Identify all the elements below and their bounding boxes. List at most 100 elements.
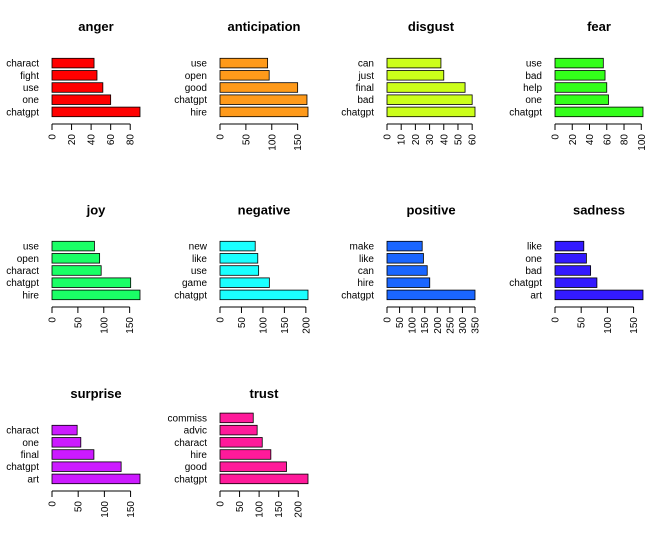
category-label-positive-like: like	[359, 254, 374, 265]
category-label-anger-use: use	[23, 83, 40, 94]
category-label-disgust-chatgpt: chatgpt	[341, 107, 374, 118]
category-label-anticipation-open: open	[185, 71, 207, 82]
x-tick-label-anticipation-150: 150	[293, 134, 304, 151]
x-tick-label-negative-150: 150	[280, 317, 291, 334]
category-label-joy-hire: hire	[22, 290, 39, 301]
x-tick-label-disgust-20: 20	[411, 134, 422, 146]
x-tick-label-anticipation-100: 100	[267, 134, 278, 151]
x-tick-label-disgust-0: 0	[383, 134, 394, 140]
bar-sadness-art	[554, 289, 644, 301]
category-label-trust-hire: hire	[190, 450, 207, 461]
x-tick-label-surprise-50: 50	[74, 501, 85, 513]
category-label-sadness-art: art	[530, 290, 542, 301]
panel-title-surprise: surprise	[70, 386, 121, 401]
category-label-anger-fight: fight	[20, 71, 39, 82]
x-tick-label-disgust-60: 60	[468, 134, 479, 146]
bar-negative-new	[219, 240, 256, 252]
x-tick-label-disgust-10: 10	[397, 134, 408, 146]
category-label-sadness-one: one	[525, 254, 542, 265]
bar-surprise-one	[51, 437, 82, 448]
bar-positive-make	[386, 240, 423, 252]
x-tick-label-negative-0: 0	[216, 317, 227, 323]
x-tick-label-sadness-50: 50	[577, 317, 588, 329]
category-label-negative-game: game	[182, 278, 207, 289]
x-tick-label-anger-80: 80	[126, 134, 137, 146]
bar-surprise-chatgpt	[51, 461, 122, 472]
category-label-sadness-chatgpt: chatgpt	[509, 278, 542, 289]
bar-anger-use	[51, 82, 104, 93]
category-label-trust-advic: advic	[184, 426, 207, 437]
x-tick-label-sadness-0: 0	[551, 317, 562, 323]
bar-negative-chatgpt	[219, 289, 309, 301]
panel-title-disgust: disgust	[408, 19, 455, 34]
x-tick-label-sadness-150: 150	[629, 317, 640, 334]
bar-trust-chatgpt	[219, 473, 309, 485]
x-tick-label-joy-100: 100	[99, 317, 110, 334]
bar-trust-hire	[219, 449, 272, 460]
x-tick-label-fear-20: 20	[568, 134, 579, 146]
bar-positive-chatgpt	[386, 289, 476, 301]
category-label-anger-one: one	[22, 95, 39, 106]
x-tick-label-positive-350: 350	[471, 317, 482, 334]
x-tick-label-negative-200: 200	[301, 317, 312, 334]
panel-title-anger: anger	[78, 19, 113, 34]
bar-fear-one	[554, 94, 609, 105]
x-tick-label-fear-100: 100	[637, 134, 648, 151]
x-tick-label-positive-100: 100	[408, 317, 419, 334]
x-tick-label-negative-100: 100	[258, 317, 269, 334]
bar-sadness-chatgpt	[554, 277, 598, 288]
x-tick-label-anger-60: 60	[106, 134, 117, 146]
bar-anticipation-good	[219, 82, 299, 93]
category-label-sadness-bad: bad	[525, 266, 542, 277]
x-tick-label-positive-200: 200	[433, 317, 444, 334]
category-label-trust-commiss: commiss	[168, 413, 207, 424]
bar-fear-use	[554, 57, 604, 69]
x-tick-label-negative-50: 50	[237, 317, 248, 329]
bar-joy-use	[51, 240, 95, 252]
category-label-disgust-just: just	[357, 71, 374, 82]
x-tick-label-positive-0: 0	[383, 317, 394, 323]
category-label-anticipation-chatgpt: chatgpt	[174, 95, 207, 106]
category-label-trust-charact: charact	[174, 438, 207, 449]
category-label-anticipation-good: good	[185, 83, 207, 94]
x-tick-label-surprise-150: 150	[126, 501, 137, 518]
x-tick-label-joy-0: 0	[48, 317, 59, 323]
category-label-negative-use: use	[191, 266, 208, 277]
bar-disgust-chatgpt	[386, 106, 476, 118]
category-label-anger-charact: charact	[6, 59, 39, 70]
x-tick-label-surprise-0: 0	[48, 501, 59, 507]
bar-joy-charact	[51, 265, 102, 276]
category-label-joy-charact: charact	[6, 266, 39, 277]
panel-title-negative: negative	[238, 203, 291, 218]
x-tick-label-fear-80: 80	[620, 134, 631, 146]
category-label-trust-good: good	[185, 462, 207, 473]
x-tick-label-positive-50: 50	[395, 317, 406, 329]
x-tick-label-anticipation-0: 0	[216, 134, 227, 140]
bar-anger-fight	[51, 70, 98, 81]
category-label-anger-chatgpt: chatgpt	[6, 107, 39, 118]
bar-joy-hire	[51, 289, 141, 301]
x-tick-label-anger-40: 40	[87, 134, 98, 146]
bar-fear-chatgpt	[554, 106, 644, 118]
category-label-negative-like: like	[192, 254, 207, 265]
category-label-surprise-art: art	[27, 474, 39, 485]
bar-surprise-charact	[51, 424, 78, 436]
x-tick-label-positive-300: 300	[458, 317, 469, 334]
x-tick-label-disgust-30: 30	[425, 134, 436, 146]
x-tick-label-trust-0: 0	[216, 501, 227, 507]
bar-surprise-art	[51, 473, 141, 485]
category-label-fear-bad: bad	[525, 71, 542, 82]
bar-anticipation-chatgpt	[219, 94, 308, 105]
category-label-fear-use: use	[526, 59, 543, 70]
category-label-sadness-like: like	[527, 242, 542, 253]
category-label-surprise-charact: charact	[6, 426, 39, 437]
panel-title-trust: trust	[250, 386, 280, 401]
x-tick-label-trust-200: 200	[294, 501, 305, 518]
